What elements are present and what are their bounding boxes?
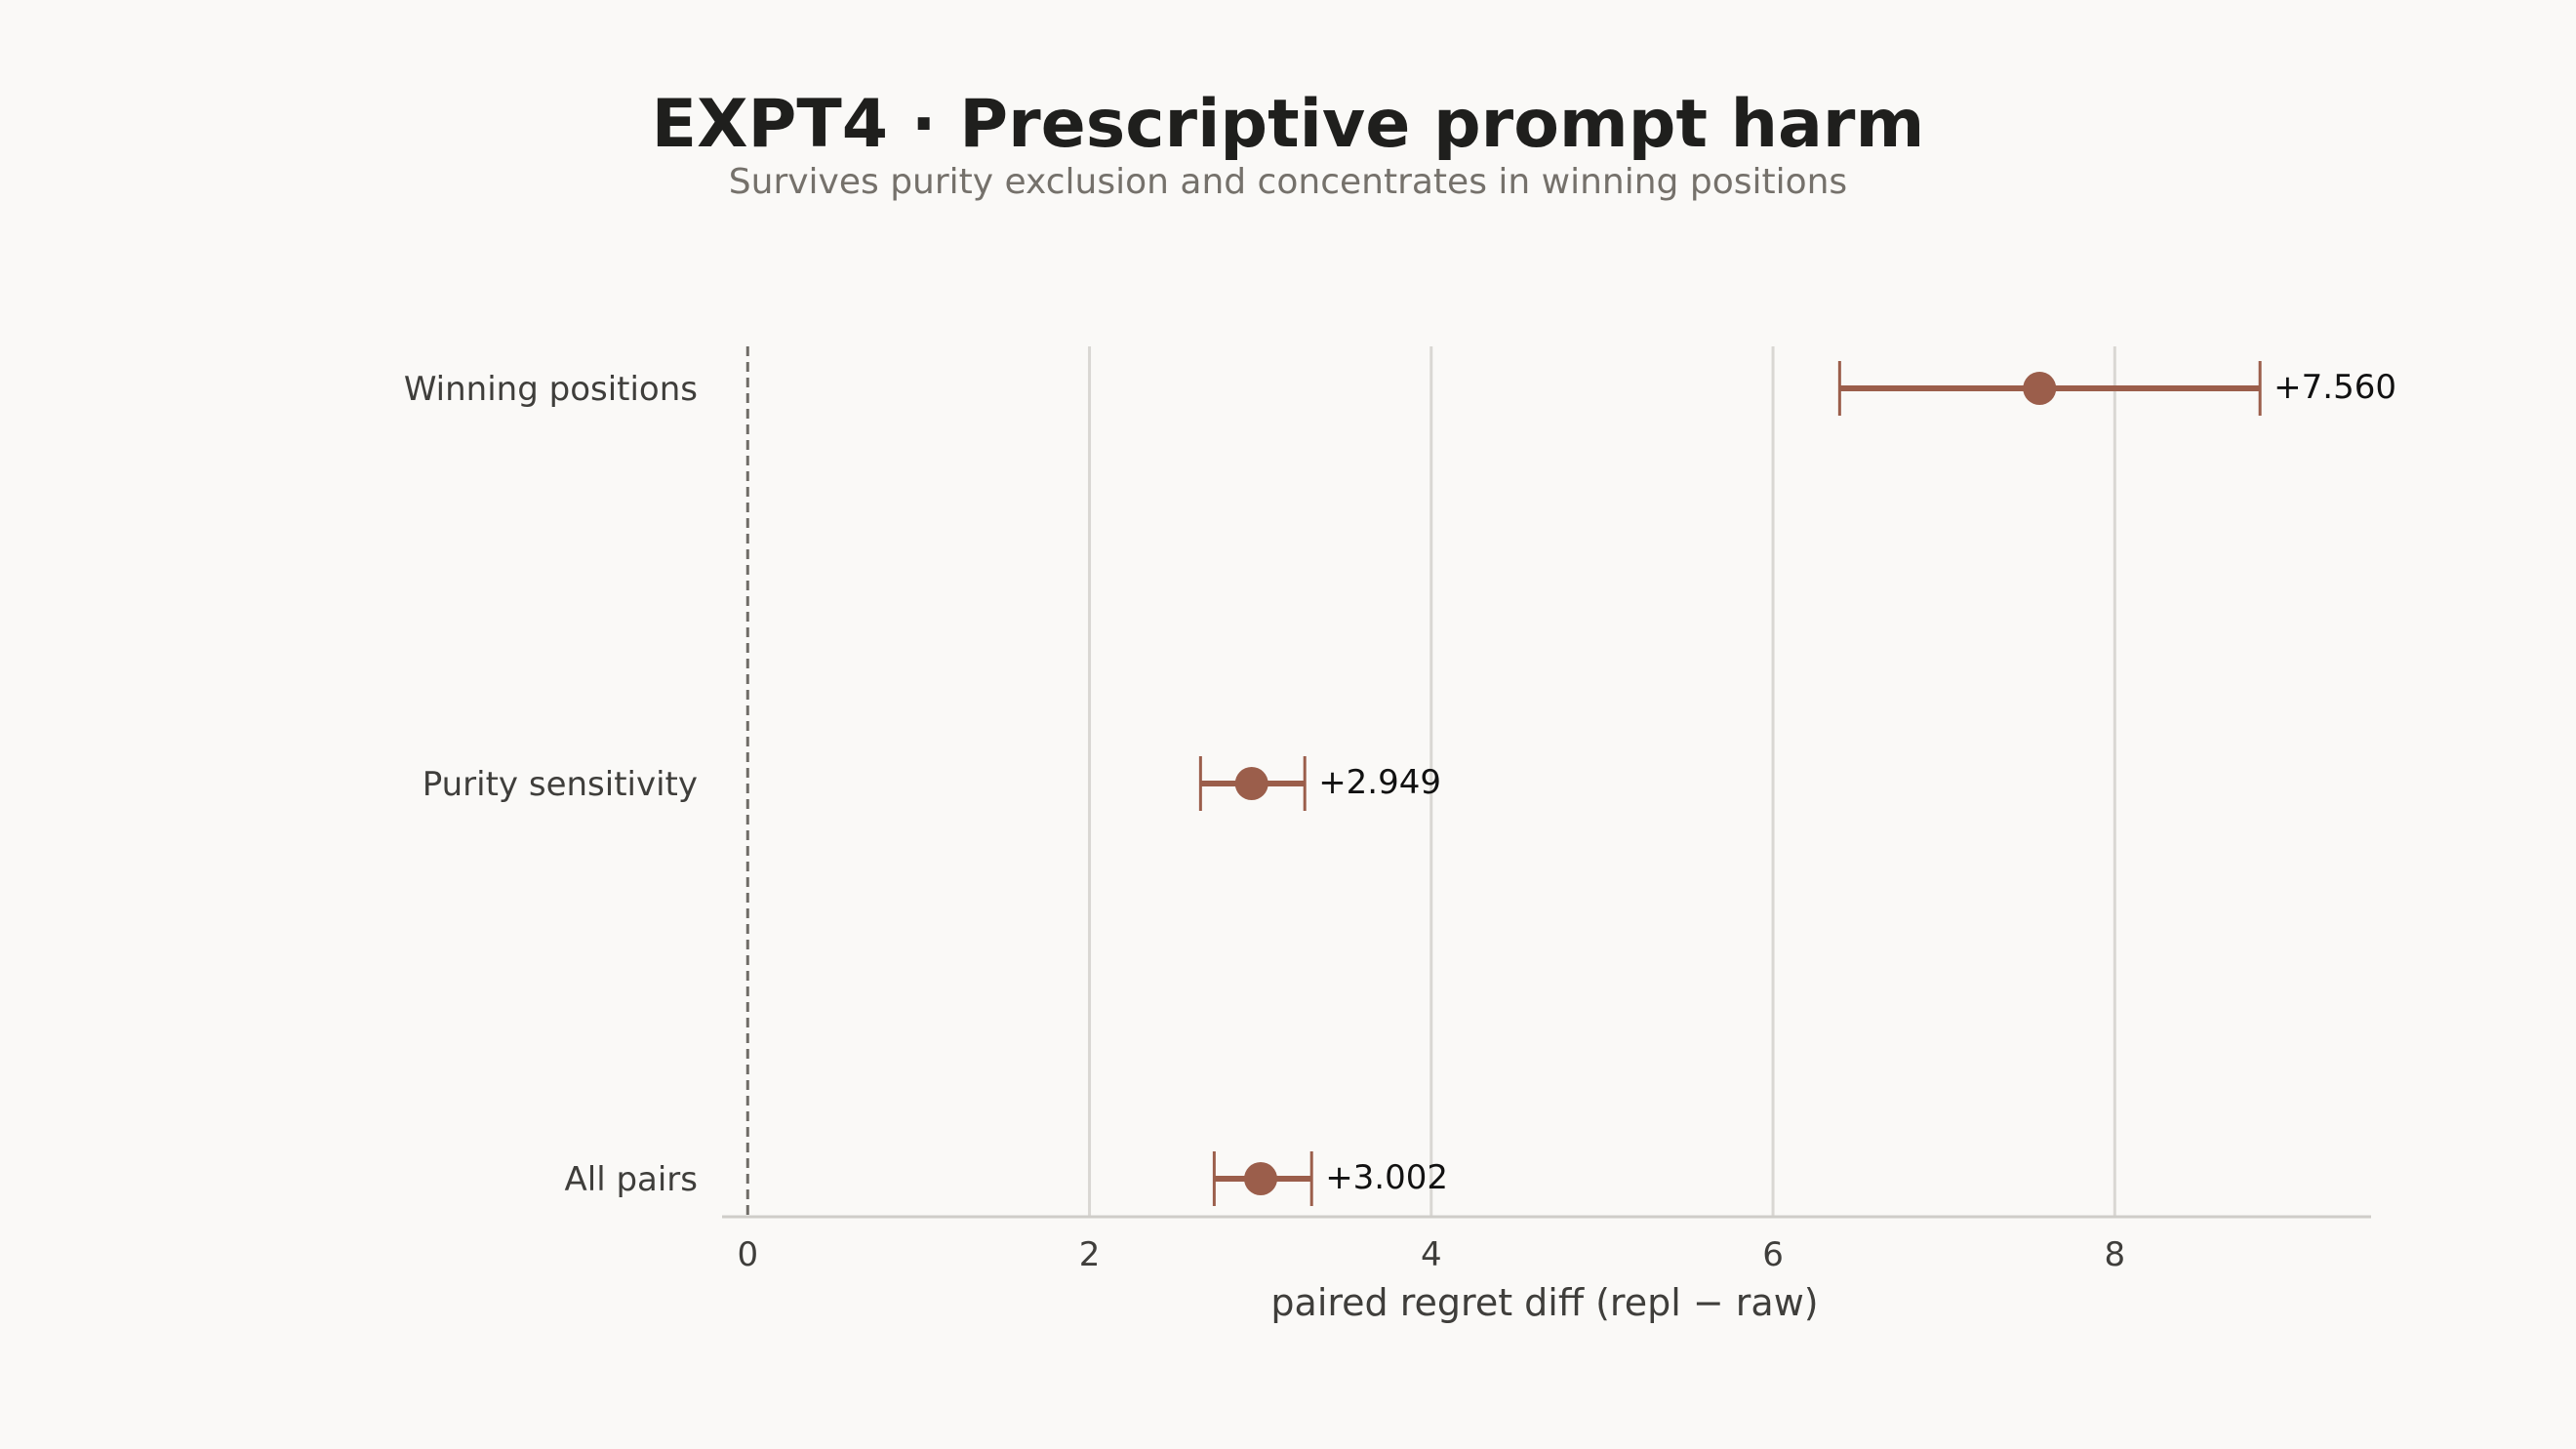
chart-subtitle: Survives purity exclusion and concentrat… (729, 162, 1847, 202)
x-tick-label: 8 (2104, 1235, 2125, 1274)
x-tick-label: 0 (737, 1235, 758, 1274)
point-marker (2023, 372, 2057, 405)
value-label: +3.002 (1325, 1158, 1448, 1197)
y-category-label: All pairs (564, 1160, 698, 1199)
x-tick-label: 2 (1079, 1235, 1101, 1274)
x-tick-label: 6 (1762, 1235, 1784, 1274)
point-marker (1234, 767, 1268, 800)
x-tick-label: 4 (1421, 1235, 1442, 1274)
value-label: +7.560 (2274, 368, 2396, 407)
y-category-label: Purity sensitivity (423, 765, 698, 804)
chart-title: EXPT4 · Prescriptive prompt harm (652, 86, 1925, 163)
plot-area: 0 2 4 6 8 Winning positions Purity sensitivity… (404, 346, 2396, 1274)
value-label: +2.949 (1318, 763, 1441, 802)
point-marker (1244, 1162, 1278, 1195)
x-axis-label: paired regret diff (repl − raw) (1270, 1281, 1818, 1324)
y-category-label: Winning positions (404, 370, 698, 409)
